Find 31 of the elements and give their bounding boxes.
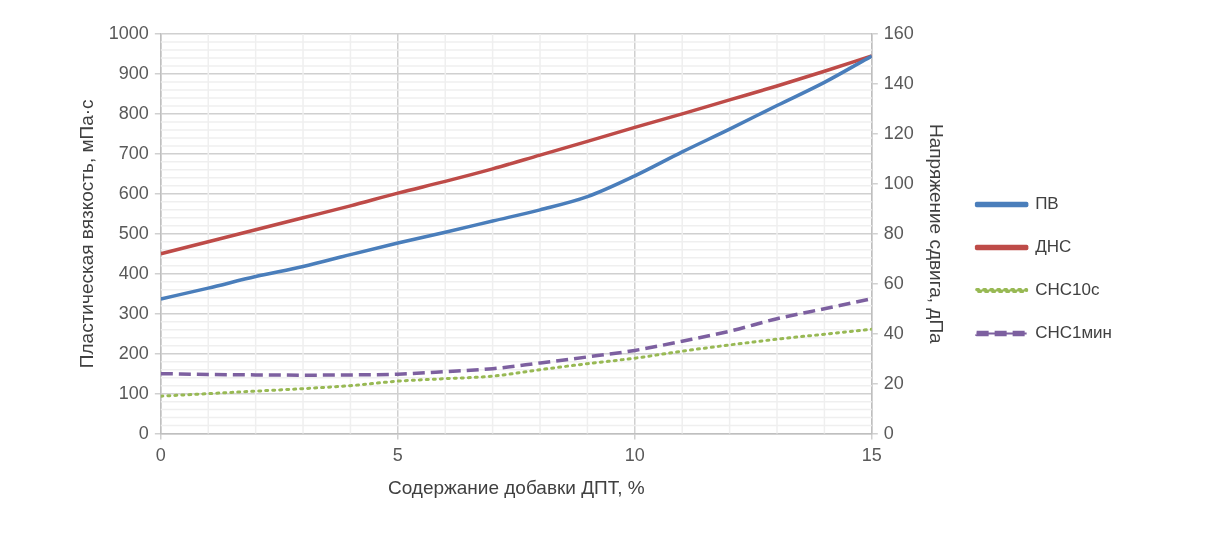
y-tick-label: 600 (118, 182, 149, 203)
x-tick-label: 5 (392, 445, 403, 466)
y2-tick-label: 0 (883, 422, 894, 443)
y2-tick-label: 80 (883, 222, 904, 243)
y-tick-label: 400 (118, 262, 149, 283)
y-tick-label: 300 (118, 302, 149, 323)
y-tick-label: 500 (118, 222, 149, 243)
legend-label: СНС1мин (1035, 323, 1112, 343)
y-tick-label: 0 (138, 422, 149, 443)
y2-tick-label: 40 (883, 322, 904, 343)
x-tick-label: 15 (861, 445, 882, 466)
legend-label: СНС10с (1035, 280, 1100, 300)
y-tick-label: 900 (118, 62, 149, 83)
y-tick-label: 100 (118, 382, 149, 403)
y-tick-label: 200 (118, 342, 149, 363)
y2-tick-label: 100 (883, 172, 914, 193)
x-tick-label: 10 (624, 445, 645, 466)
legend-label: ДНС (1035, 237, 1072, 257)
y-tick-label: 700 (118, 142, 149, 163)
y2-tick-label: 60 (883, 272, 904, 293)
y-axis-title: Пластическая вязкость, мПа·с (75, 99, 97, 369)
y-tick-label: 1000 (108, 22, 149, 43)
y2-tick-label: 140 (883, 72, 914, 93)
legend-label: ПВ (1035, 194, 1059, 214)
y-tick-label: 800 (118, 102, 149, 123)
y2-tick-label: 160 (883, 22, 914, 43)
x-axis-title: Содержание добавки ДПТ, % (387, 476, 645, 498)
y2-tick-label: 20 (883, 372, 904, 393)
x-tick-label: 0 (155, 445, 166, 466)
y2-tick-label: 120 (883, 122, 914, 143)
y2-axis-title: Напряжение сдвига, дПа (926, 123, 948, 345)
